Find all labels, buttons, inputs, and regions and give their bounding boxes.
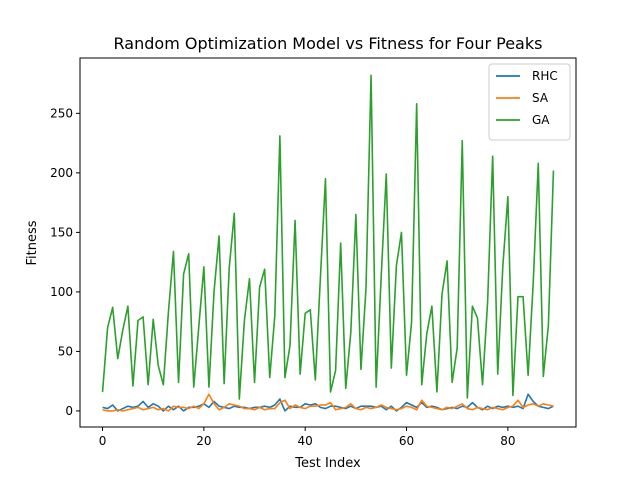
chart-title: Random Optimization Model vs Fitness for…	[114, 34, 543, 53]
y-tick-label: 0	[65, 404, 73, 418]
x-axis: 0 20 40 60 80	[99, 427, 515, 448]
plot-series	[101, 74, 555, 412]
x-axis-label: Test Index	[294, 456, 361, 471]
legend-label-ga: GA	[532, 113, 550, 127]
x-tick-label: 40	[298, 434, 313, 448]
legend-label-sa: SA	[532, 91, 549, 105]
y-tick-label: 50	[58, 344, 73, 358]
series-line-sa	[102, 393, 554, 412]
x-tick-label: 20	[196, 434, 211, 448]
y-tick-label: 200	[50, 166, 73, 180]
legend-box	[488, 63, 571, 141]
legend: RHC SA GA	[488, 63, 571, 141]
x-tick-label: 60	[399, 434, 414, 448]
plot-frame	[79, 57, 577, 428]
y-tick-label: 250	[50, 106, 73, 120]
x-tick-label: 0	[99, 434, 107, 448]
y-tick-label: 100	[50, 285, 73, 299]
y-axis: 0 50 100 150 200 250	[50, 106, 80, 418]
y-tick-label: 150	[50, 225, 73, 239]
series-line-ga	[101, 74, 555, 400]
x-tick-label: 80	[500, 434, 515, 448]
legend-label-rhc: RHC	[532, 69, 558, 83]
y-axis-label: Fitness	[25, 220, 40, 265]
